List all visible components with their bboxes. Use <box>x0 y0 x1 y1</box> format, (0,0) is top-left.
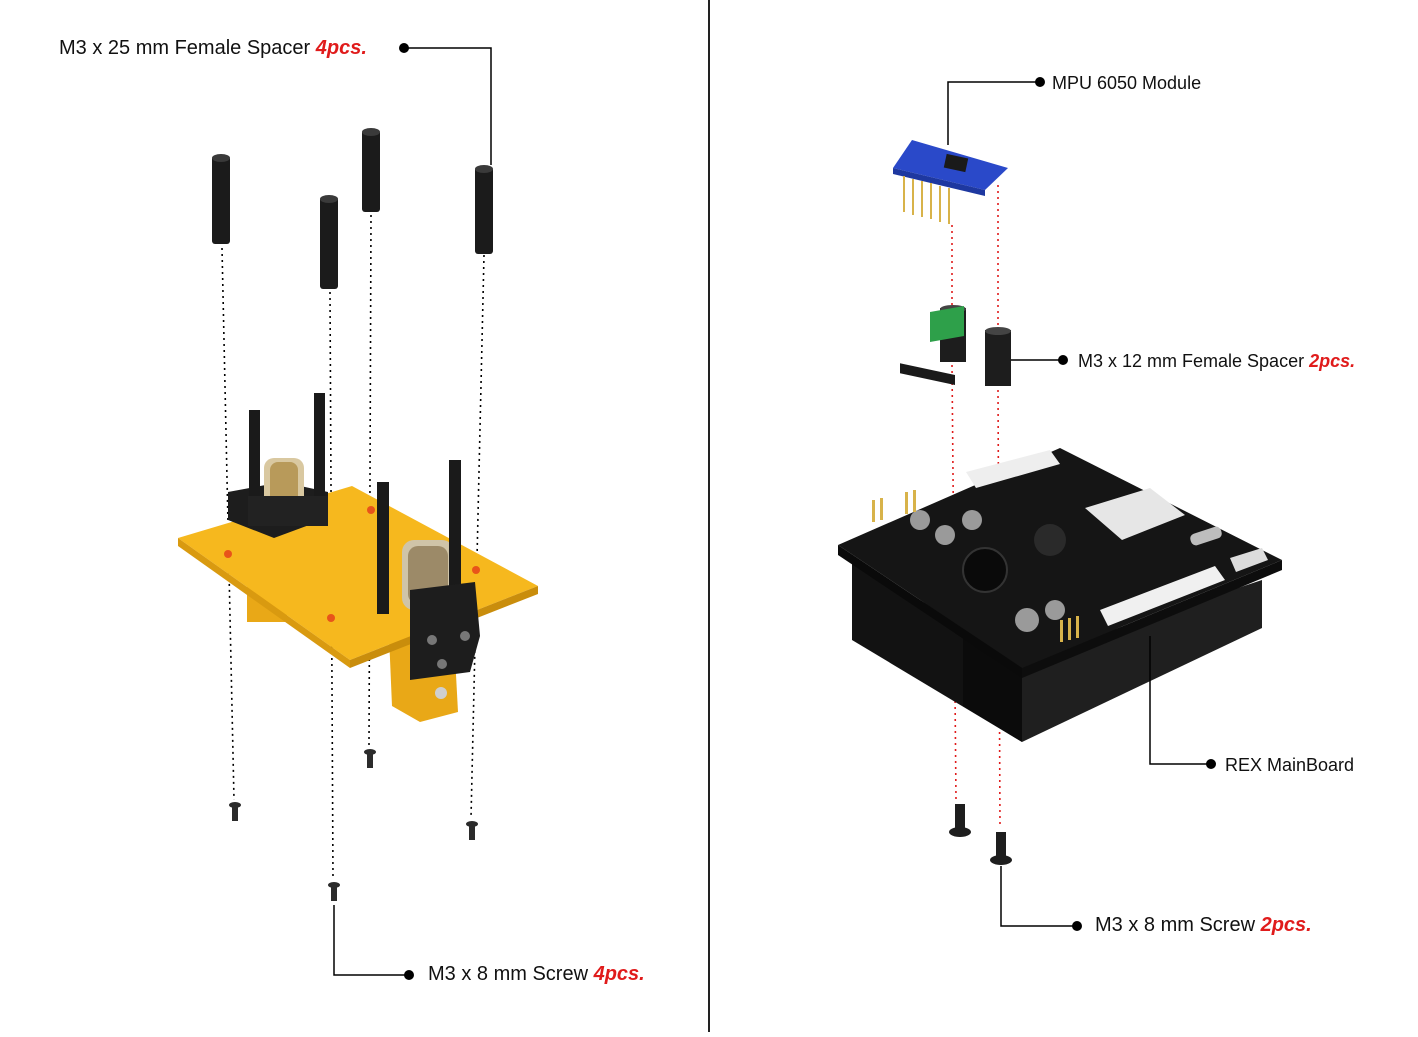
label-spacer-12mm-text: M3 x 12 mm Female Spacer <box>1078 351 1305 371</box>
label-screw-left-text: M3 x 8 mm Screw <box>428 963 589 985</box>
screw-icon <box>364 749 376 768</box>
motor-icon <box>377 460 480 680</box>
label-spacer-25mm-qty: 4pcs. <box>315 37 367 59</box>
leader-mpu <box>947 77 1045 145</box>
label-mpu-text: MPU 6050 Module <box>1052 73 1202 93</box>
leader-screw-right <box>1000 866 1082 931</box>
label-screw-right-text: M3 x 8 mm Screw <box>1095 914 1256 936</box>
label-mainboard: REX MainBoard <box>1225 753 1354 777</box>
screw-icon <box>949 804 971 837</box>
spacers-25mm <box>212 128 493 289</box>
label-mpu: MPU 6050 Module <box>1052 71 1201 95</box>
motor-icon <box>228 393 328 538</box>
leader-mainboard <box>1149 636 1216 769</box>
leader-spacer-12mm <box>1011 355 1068 365</box>
screws-8mm-left <box>229 749 478 901</box>
label-screw-left: M3 x 8 mm Screw 4pcs. <box>428 962 645 986</box>
label-spacer-25mm: M3 x 25 mm Female Spacer 4pcs. <box>59 36 367 60</box>
rex-mainboard-icon <box>838 306 1282 742</box>
mpu-module-icon <box>893 140 1008 385</box>
label-screw-right-qty: 2pcs. <box>1260 914 1312 936</box>
label-screw-right: M3 x 8 mm Screw 2pcs. <box>1095 913 1312 937</box>
leader-spacer-25mm <box>399 43 492 165</box>
screw-icon <box>229 802 241 821</box>
label-spacer-25mm-text: M3 x 25 mm Female Spacer <box>59 37 311 59</box>
spacer-25mm-icon <box>212 154 230 244</box>
label-spacer-12mm: M3 x 12 mm Female Spacer 2pcs. <box>1078 349 1355 373</box>
spacer-25mm-icon <box>475 165 493 254</box>
label-mainboard-text: REX MainBoard <box>1225 755 1355 775</box>
label-screw-left-qty: 4pcs. <box>593 963 645 985</box>
spacer-25mm-icon <box>362 128 380 212</box>
screw-icon <box>328 882 340 901</box>
spacer-12mm-icon <box>985 327 1011 386</box>
screw-icon <box>990 832 1012 865</box>
leader-screw-left <box>333 905 414 980</box>
label-spacer-12mm-qty: 2pcs. <box>1309 351 1356 371</box>
screws-8mm-right <box>949 804 1012 865</box>
screw-icon <box>466 821 478 840</box>
chassis-assembly <box>178 393 538 722</box>
spacer-25mm-icon <box>320 195 338 289</box>
